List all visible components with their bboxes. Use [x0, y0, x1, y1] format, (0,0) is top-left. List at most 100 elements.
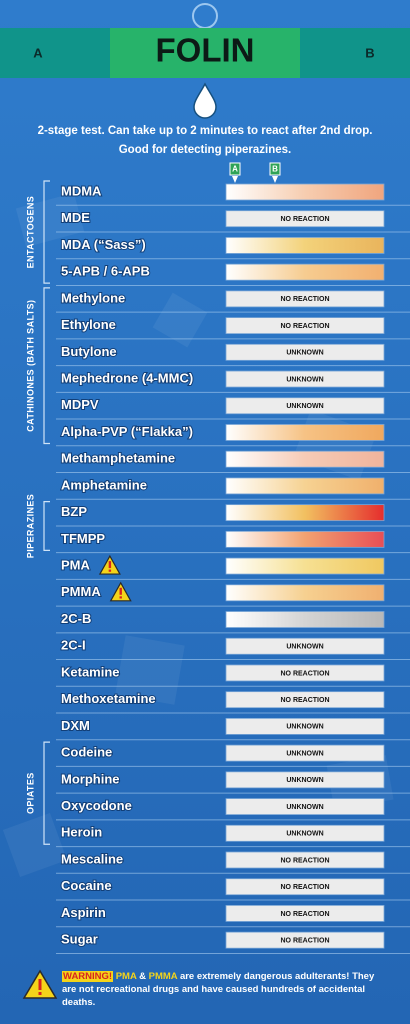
reaction-box: [225, 210, 385, 228]
reaction-result: UNKNOWN: [286, 644, 323, 651]
drug-name: PMMA: [61, 584, 101, 599]
drug-name: 2C-B: [61, 611, 91, 626]
reaction-box: [225, 771, 385, 789]
warning-icon-mark: [38, 979, 42, 990]
drug-name: MDMA: [61, 183, 102, 198]
reaction-result: NO REACTION: [281, 296, 330, 303]
reaction-result: UNKNOWN: [286, 376, 323, 383]
drug-name: 5-APB / 6-APB: [61, 264, 150, 279]
footer-warning: WARNING! PMA & PMMA are extremely danger…: [62, 970, 388, 1009]
reaction-result: UNKNOWN: [286, 350, 323, 357]
warning-icon-mark: [38, 992, 42, 995]
reaction-result: UNKNOWN: [286, 724, 323, 731]
reaction-result: NO REACTION: [281, 697, 330, 704]
drug-name: Aspirin: [61, 905, 106, 920]
drug-name: Ethylone: [61, 317, 116, 332]
reaction-color: [225, 584, 385, 602]
reaction-color: [225, 611, 385, 628]
warning-icon-mark: [108, 561, 112, 569]
vial-tip: [232, 176, 238, 183]
label-a: A: [33, 45, 43, 60]
drug-name: Morphine: [61, 771, 120, 786]
reaction-box: [225, 905, 385, 922]
section-label: ENTACTOGENS: [25, 196, 35, 269]
drug-name: Codeine: [61, 745, 112, 760]
section-label: PIPERAZINES: [25, 494, 35, 558]
joiner: &: [139, 971, 146, 982]
drug-name: 2C-I: [61, 638, 86, 653]
reaction-box: [225, 397, 385, 415]
vial: [269, 162, 281, 176]
drug-name: MDE: [61, 210, 90, 225]
vial-tip: [272, 176, 278, 183]
warning-text: are extremely dangerous adulterants! The…: [62, 971, 375, 1008]
reaction-box: [225, 317, 385, 335]
reaction-box: [225, 798, 385, 815]
reaction-color: [225, 237, 385, 254]
column-label: B: [272, 165, 278, 174]
drug: PMMA: [148, 971, 178, 982]
reaction-color: [225, 530, 385, 548]
reaction-color: [225, 263, 385, 281]
drug-name: Sugar: [61, 932, 98, 947]
drug-name: Alpha-PVP (“Flakka”): [61, 424, 193, 439]
reaction-box: [225, 744, 385, 762]
section-label: CATHINONES (BATH SALTS): [25, 300, 35, 432]
reaction-color: [225, 183, 385, 201]
reaction-box: [225, 931, 385, 949]
drug: PMA: [115, 971, 137, 982]
column-label: A: [232, 165, 238, 174]
reaction-result: UNKNOWN: [286, 831, 323, 838]
warning-icon-mark: [119, 587, 122, 595]
reaction-result: NO REACTION: [281, 884, 330, 891]
section-bracket: [43, 501, 50, 551]
header-right: [300, 28, 410, 78]
reaction-box: [225, 718, 385, 735]
reaction-result: NO REACTION: [281, 857, 330, 864]
vial: [229, 162, 241, 176]
section-label: OPIATES: [25, 772, 35, 814]
reaction-box: [225, 637, 385, 655]
section-bracket: [43, 180, 50, 284]
warning-icon-mark: [108, 569, 112, 572]
drug-name: MDPV: [61, 397, 99, 412]
drug-name: Ketamine: [61, 664, 120, 679]
drug-name: Heroin: [61, 825, 102, 840]
drug-name: Cocaine: [61, 878, 112, 893]
warning-word: WARNING!: [62, 971, 114, 982]
drug-name: Amphetamine: [61, 477, 147, 492]
reaction-color: [225, 504, 385, 522]
drop-icon: [193, 82, 217, 119]
reaction-box: [225, 370, 385, 388]
reaction-box: [225, 664, 385, 682]
header-center: [110, 28, 300, 78]
reaction-result: UNKNOWN: [286, 403, 323, 410]
reaction-result: UNKNOWN: [286, 777, 323, 784]
section-bracket: [43, 287, 50, 445]
section-bracket: [43, 741, 50, 845]
reaction-color: [225, 424, 385, 441]
reaction-result: NO REACTION: [281, 911, 330, 918]
reaction-result: NO REACTION: [281, 323, 330, 330]
drug-name: Oxycodone: [61, 798, 132, 813]
drug-name: TFMPP: [61, 531, 105, 546]
reaction-result: NO REACTION: [281, 216, 330, 223]
reaction-box: [225, 824, 385, 842]
drug-name: BZP: [61, 504, 87, 519]
reaction-result: NO REACTION: [281, 938, 330, 945]
drug-name: DXM: [61, 718, 90, 733]
reaction-box: [225, 878, 385, 896]
reaction-result: NO REACTION: [281, 670, 330, 677]
drug-name: Mescaline: [61, 851, 123, 866]
drug-name: Methylone: [61, 290, 125, 305]
header-left: [0, 28, 110, 78]
instructions: 2-stage test. Can take up to 2 minutes t…: [38, 125, 373, 137]
drug-name: MDA (“Sass”): [61, 237, 146, 252]
label-b: B: [365, 45, 374, 60]
reaction-box: [225, 691, 385, 709]
reaction-box: [225, 290, 385, 308]
drug-name: Mephedrone (4-MMC): [61, 370, 193, 385]
warning-icon-mark: [119, 596, 122, 599]
